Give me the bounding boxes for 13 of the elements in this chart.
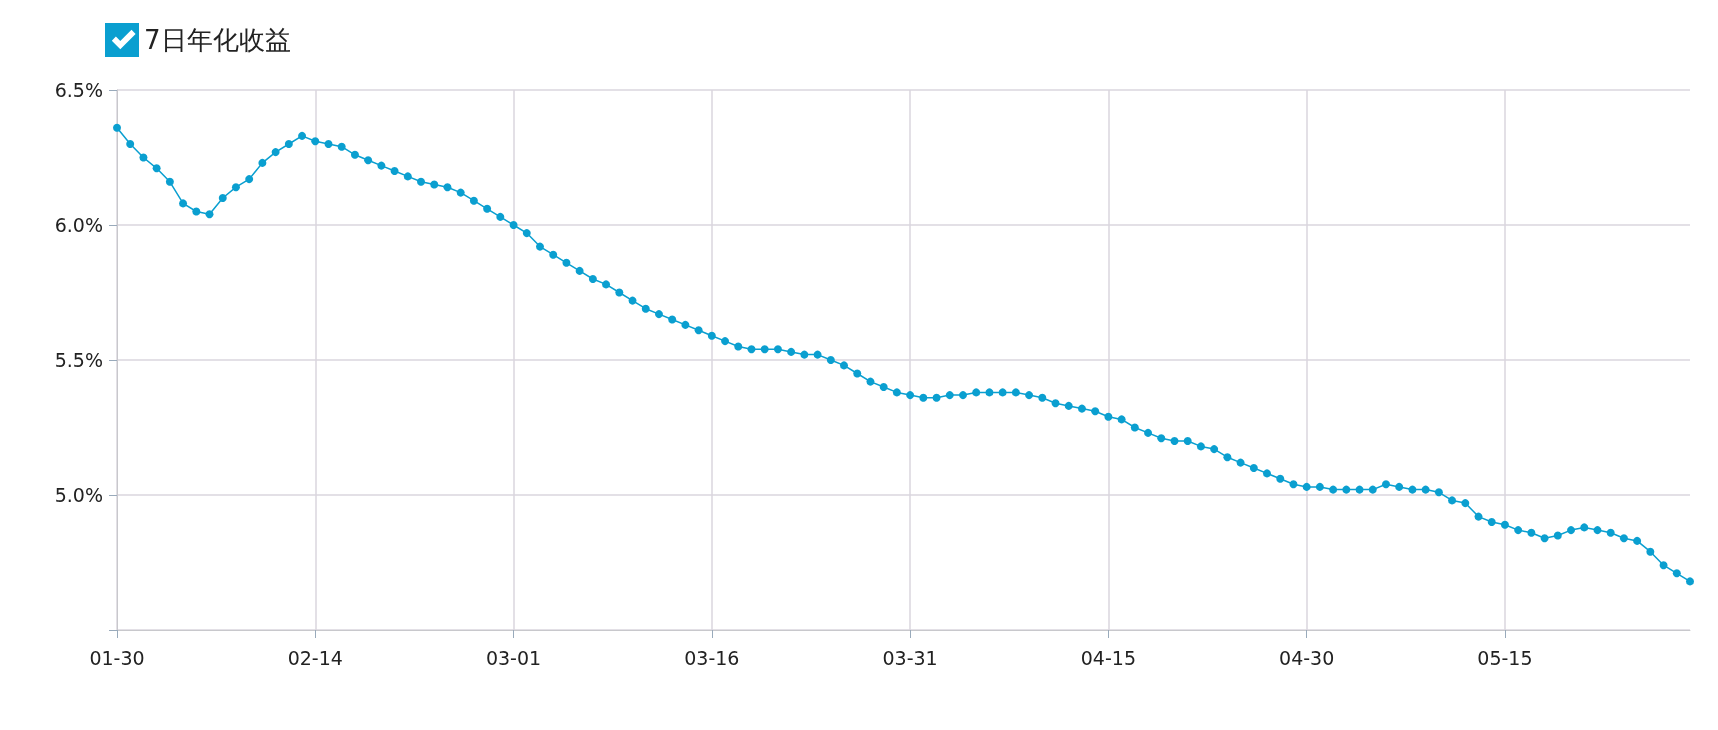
y-tick-label: 5.0% <box>54 484 103 506</box>
legend-label: 7日年化收益 <box>144 25 291 55</box>
x-tick-label: 03-31 <box>882 646 938 669</box>
x-tick-label: 05-15 <box>1477 646 1533 669</box>
y-tick-label: 5.5% <box>54 349 103 371</box>
y-tick-label: 6.5% <box>54 79 103 101</box>
x-tick-label: 02-14 <box>287 646 343 669</box>
x-tick-label: 04-15 <box>1080 646 1136 669</box>
x-tick-label: 04-30 <box>1279 646 1335 669</box>
x-tick-label: 03-01 <box>485 646 542 669</box>
y-tick-label: 6.0% <box>54 214 103 236</box>
x-tick-label: 01-30 <box>89 646 145 669</box>
x-tick-label: 03-16 <box>684 646 740 669</box>
